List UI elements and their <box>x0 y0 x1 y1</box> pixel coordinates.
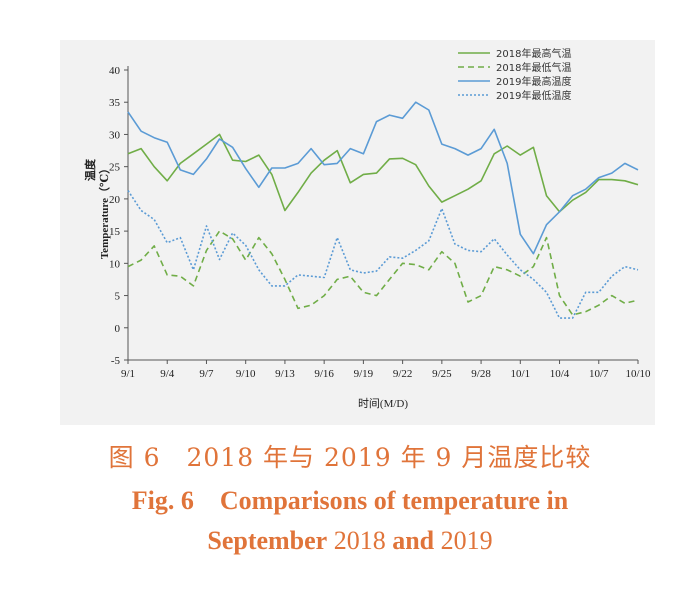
chart-panel: -5 0 5 10 15 20 25 30 35 40 9/1 9/4 9/7 9/10 9/13 9/16 9… <box>60 40 655 425</box>
x-tick-label: 9/7 <box>199 368 214 380</box>
y-axis-label-chinese: 温度 <box>83 158 97 181</box>
series-line-1 <box>127 133 639 213</box>
x-tick-label: 10/10 <box>625 368 651 380</box>
legend-label-1: 2018年最高气温 <box>496 47 571 60</box>
x-tick-label: 9/16 <box>314 368 334 380</box>
series-line-3 <box>127 101 639 255</box>
x-tick-label: 10/4 <box>550 368 570 380</box>
x-tick-label: 9/25 <box>432 368 452 380</box>
y-tick-label: 15 <box>109 226 121 238</box>
x-tick-label: 9/19 <box>354 368 374 380</box>
y-tick-label: 0 <box>115 323 121 335</box>
y-tick-label: 20 <box>109 194 121 206</box>
temperature-line-chart: -5 0 5 10 15 20 25 30 35 40 9/1 9/4 9/7 9/10 9/13 9/16 9… <box>83 47 651 410</box>
caption-year-2018: 2018 <box>327 526 393 555</box>
y-tick-label: 35 <box>109 97 121 109</box>
x-tick-label: 9/13 <box>275 368 295 380</box>
x-axis-label: 时间(M/D) <box>358 397 408 410</box>
caption-year-2019: 2019 <box>434 526 493 555</box>
x-tick-label: 10/7 <box>589 368 609 380</box>
series-line-4 <box>127 190 639 319</box>
legend-label-2: 2018年最低气温 <box>496 61 571 74</box>
figure-caption-chinese: 图 6 2018 年与 2019 年 9 月温度比较 <box>108 443 592 472</box>
series-line-2 <box>127 230 639 316</box>
y-tick-label: 5 <box>115 291 121 303</box>
y-tick-label: 10 <box>109 258 121 270</box>
x-tick-label: 9/28 <box>471 368 491 380</box>
x-tick-label: 9/1 <box>121 368 135 380</box>
caption-word-september: September <box>207 526 328 555</box>
figure-caption-english-line1: Fig. 6 Comparisons of temperature in <box>131 486 569 515</box>
y-tick-label: -5 <box>111 355 121 367</box>
y-tick-label: 25 <box>109 162 121 174</box>
legend-label-4: 2019年最低温度 <box>496 89 571 102</box>
x-tick-label: 9/10 <box>236 368 256 380</box>
y-tick-label: 40 <box>109 65 121 77</box>
x-tick-label: 10/1 <box>511 368 531 380</box>
y-tick-label: 30 <box>109 129 121 141</box>
y-axis-label-english: Temperature（℃） <box>98 163 111 259</box>
x-tick-label: 9/4 <box>160 368 175 380</box>
figure-caption-english-line2: September 2018 and 2019 <box>0 526 700 556</box>
x-tick-label: 9/22 <box>393 368 413 380</box>
legend-label-3: 2019年最高温度 <box>496 75 571 88</box>
caption-word-and: and <box>392 526 435 555</box>
